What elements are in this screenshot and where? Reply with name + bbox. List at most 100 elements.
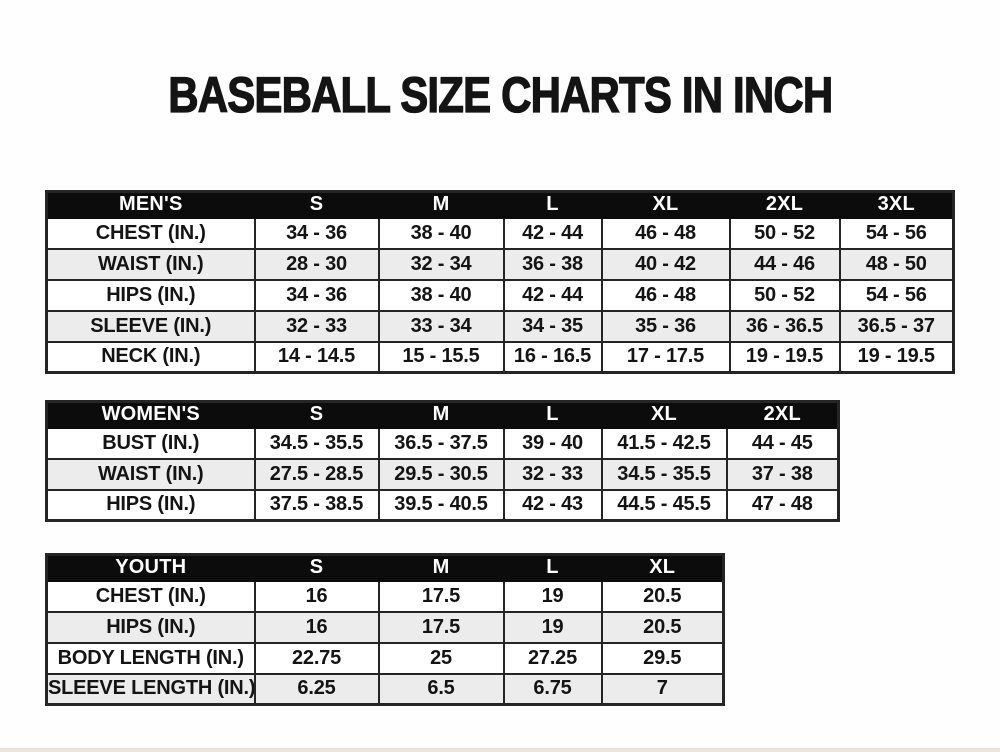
value-cell: 44.5 - 45.5 (600, 488, 728, 522)
measurement-label-cell: BUST (IN.) (45, 426, 256, 460)
value-cell: 20.5 (600, 579, 725, 613)
group-header-cell: YOUTH (45, 553, 256, 582)
table-row: CHEST (IN.) 16 17.5 19 20.5 (45, 579, 725, 613)
value-cell: 6.25 (253, 672, 380, 706)
value-cell: 38 - 40 (377, 216, 505, 250)
measurement-label-cell: BODY LENGTH (IN.) (45, 641, 256, 675)
value-cell: 17.5 (377, 579, 505, 613)
value-cell: 54 - 56 (838, 216, 955, 250)
youth-size-table: YOUTH S M L XL CHEST (IN.) 16 17.5 19 20.5 HIPS (… (45, 553, 725, 706)
table-header-row: YOUTH S M L XL (45, 553, 725, 582)
table-row: HIPS (IN.) 16 17.5 19 20.5 (45, 610, 725, 644)
value-cell: 19 (502, 579, 603, 613)
value-cell: 38 - 40 (377, 278, 505, 312)
table-row: HIPS (IN.) 34 - 36 38 - 40 42 - 44 46 - 48 50… (45, 278, 955, 312)
value-cell: 34 - 35 (502, 309, 603, 343)
value-cell: 44 - 45 (725, 426, 840, 460)
value-cell: 25 (377, 641, 505, 675)
measurement-label-cell: SLEEVE LENGTH (IN.) (45, 672, 256, 706)
value-cell: 15 - 15.5 (377, 340, 505, 374)
value-cell: 17 - 17.5 (600, 340, 731, 374)
size-header-cell: 3XL (838, 190, 955, 219)
group-header-cell: WOMEN'S (45, 400, 256, 429)
value-cell: 27.5 - 28.5 (253, 457, 380, 491)
value-cell: 16 (253, 579, 380, 613)
value-cell: 20.5 (600, 610, 725, 644)
size-header-cell: S (253, 553, 380, 582)
size-header-cell: L (502, 400, 603, 429)
value-cell: 42 - 44 (502, 216, 603, 250)
value-cell: 48 - 50 (838, 247, 955, 281)
mens-size-table: MEN'S S M L XL 2XL 3XL CHEST (IN.) 34 - 36 38 - … (45, 190, 955, 374)
size-header-cell: XL (600, 190, 731, 219)
value-cell: 34.5 - 35.5 (600, 457, 728, 491)
size-header-cell: L (502, 190, 603, 219)
measurement-label-cell: SLEEVE (IN.) (45, 309, 256, 343)
value-cell: 36 - 36.5 (728, 309, 841, 343)
group-header-cell: MEN'S (45, 190, 256, 219)
table-row: SLEEVE (IN.) 32 - 33 33 - 34 34 - 35 35 - 36… (45, 309, 955, 343)
value-cell: 42 - 44 (502, 278, 603, 312)
measurement-label-cell: HIPS (IN.) (45, 278, 256, 312)
value-cell: 33 - 34 (377, 309, 505, 343)
table-row: WAIST (IN.) 28 - 30 32 - 34 36 - 38 40 - 42 4… (45, 247, 955, 281)
measurement-label-cell: WAIST (IN.) (45, 247, 256, 281)
value-cell: 37 - 38 (725, 457, 840, 491)
page-title: BASEBALL SIZE CHARTS IN INCH (0, 66, 1000, 124)
value-cell: 34 - 36 (253, 278, 380, 312)
table-header-row: MEN'S S M L XL 2XL 3XL (45, 190, 955, 219)
value-cell: 46 - 48 (600, 216, 731, 250)
value-cell: 7 (600, 672, 725, 706)
value-cell: 34 - 36 (253, 216, 380, 250)
table-row: CHEST (IN.) 34 - 36 38 - 40 42 - 44 46 - 48 5… (45, 216, 955, 250)
value-cell: 19 (502, 610, 603, 644)
size-header-cell: XL (600, 400, 728, 429)
value-cell: 14 - 14.5 (253, 340, 380, 374)
size-header-cell: M (377, 400, 505, 429)
value-cell: 35 - 36 (600, 309, 731, 343)
value-cell: 16 - 16.5 (502, 340, 603, 374)
measurement-label-cell: CHEST (IN.) (45, 216, 256, 250)
value-cell: 32 - 34 (377, 247, 505, 281)
page-title-text: BASEBALL SIZE CHARTS IN INCH (167, 66, 833, 123)
measurement-label-cell: HIPS (IN.) (45, 488, 256, 522)
value-cell: 28 - 30 (253, 247, 380, 281)
bottom-edge-artifact (0, 748, 1000, 752)
value-cell: 46 - 48 (600, 278, 731, 312)
measurement-label-cell: CHEST (IN.) (45, 579, 256, 613)
size-header-cell: M (377, 190, 505, 219)
table-row: BUST (IN.) 34.5 - 35.5 36.5 - 37.5 39 - 40 4… (45, 426, 840, 460)
value-cell: 29.5 (600, 641, 725, 675)
table-row: HIPS (IN.) 37.5 - 38.5 39.5 - 40.5 42 - 43 4… (45, 488, 840, 522)
value-cell: 32 - 33 (502, 457, 603, 491)
value-cell: 34.5 - 35.5 (253, 426, 380, 460)
value-cell: 50 - 52 (728, 216, 841, 250)
size-header-cell: XL (600, 553, 725, 582)
value-cell: 39.5 - 40.5 (377, 488, 505, 522)
value-cell: 36 - 38 (502, 247, 603, 281)
measurement-label-cell: HIPS (IN.) (45, 610, 256, 644)
table-row: SLEEVE LENGTH (IN.) 6.25 6.5 6.75 7 (45, 672, 725, 706)
value-cell: 16 (253, 610, 380, 644)
value-cell: 41.5 - 42.5 (600, 426, 728, 460)
size-header-cell: L (502, 553, 603, 582)
table-row: WAIST (IN.) 27.5 - 28.5 29.5 - 30.5 32 - 33… (45, 457, 840, 491)
value-cell: 6.75 (502, 672, 603, 706)
value-cell: 29.5 - 30.5 (377, 457, 505, 491)
womens-size-table: WOMEN'S S M L XL 2XL BUST (IN.) 34.5 - 35.5 36.… (45, 400, 840, 522)
table-row: NECK (IN.) 14 - 14.5 15 - 15.5 16 - 16.5 17 … (45, 340, 955, 374)
value-cell: 27.25 (502, 641, 603, 675)
value-cell: 22.75 (253, 641, 380, 675)
size-header-cell: 2XL (728, 190, 841, 219)
measurement-label-cell: NECK (IN.) (45, 340, 256, 374)
value-cell: 47 - 48 (725, 488, 840, 522)
value-cell: 50 - 52 (728, 278, 841, 312)
size-header-cell: 2XL (725, 400, 840, 429)
table-row: BODY LENGTH (IN.) 22.75 25 27.25 29.5 (45, 641, 725, 675)
value-cell: 17.5 (377, 610, 505, 644)
value-cell: 37.5 - 38.5 (253, 488, 380, 522)
value-cell: 54 - 56 (838, 278, 955, 312)
value-cell: 40 - 42 (600, 247, 731, 281)
value-cell: 32 - 33 (253, 309, 380, 343)
value-cell: 39 - 40 (502, 426, 603, 460)
